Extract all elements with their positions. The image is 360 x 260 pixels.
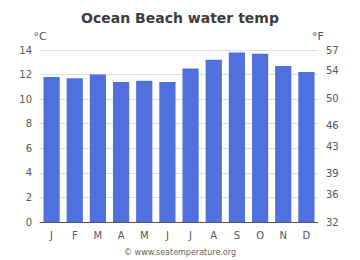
svg-text:8: 8 <box>26 118 32 129</box>
svg-text:°C: °C <box>33 30 47 43</box>
svg-text:12: 12 <box>19 69 32 80</box>
svg-text:© www.seatemperature.org: © www.seatemperature.org <box>124 248 236 257</box>
svg-text:Ocean Beach water temp: Ocean Beach water temp <box>81 10 279 26</box>
svg-text:A: A <box>118 230 125 241</box>
svg-text:°F: °F <box>312 30 324 43</box>
svg-text:2: 2 <box>26 192 32 203</box>
svg-text:A: A <box>210 230 217 241</box>
svg-text:S: S <box>234 230 240 241</box>
svg-text:36: 36 <box>326 189 339 200</box>
svg-text:M: M <box>94 230 103 241</box>
svg-text:D: D <box>303 230 311 241</box>
svg-text:39: 39 <box>326 168 339 179</box>
svg-text:10: 10 <box>19 94 32 105</box>
svg-text:54: 54 <box>326 65 339 76</box>
svg-text:O: O <box>256 230 264 241</box>
svg-text:J: J <box>188 230 192 241</box>
svg-text:46: 46 <box>326 120 339 131</box>
svg-text:M: M <box>140 230 149 241</box>
svg-text:32: 32 <box>326 217 339 228</box>
svg-text:0: 0 <box>26 217 32 228</box>
svg-text:6: 6 <box>26 143 32 154</box>
svg-text:J: J <box>49 230 53 241</box>
svg-text:F: F <box>72 230 78 241</box>
svg-text:4: 4 <box>26 167 32 178</box>
svg-text:57: 57 <box>326 45 339 56</box>
svg-text:14: 14 <box>19 45 32 56</box>
svg-text:50: 50 <box>326 93 339 104</box>
svg-text:J: J <box>165 230 169 241</box>
svg-text:43: 43 <box>326 141 339 152</box>
svg-text:N: N <box>280 230 287 241</box>
